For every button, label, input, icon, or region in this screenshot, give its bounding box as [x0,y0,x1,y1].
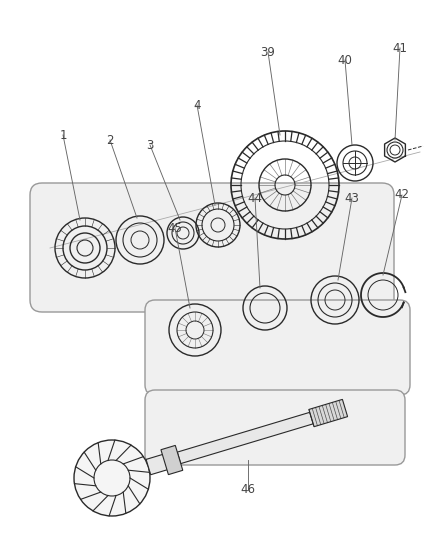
Text: 44: 44 [247,191,262,205]
FancyBboxPatch shape [145,390,404,465]
Text: 2: 2 [106,133,113,147]
Polygon shape [308,399,347,427]
Polygon shape [161,446,182,474]
Polygon shape [146,453,171,475]
Text: 39: 39 [260,45,275,59]
Text: 46: 46 [240,483,255,497]
Text: 43: 43 [344,191,359,205]
Polygon shape [177,413,312,464]
FancyBboxPatch shape [30,183,393,312]
Text: 45: 45 [167,222,182,235]
Circle shape [74,440,150,516]
Text: 1: 1 [59,128,67,141]
Text: 4: 4 [193,99,200,111]
Text: 42: 42 [394,189,409,201]
FancyBboxPatch shape [145,300,409,395]
Text: 3: 3 [146,139,153,151]
Text: 41: 41 [392,42,406,54]
Text: 40: 40 [337,53,352,67]
